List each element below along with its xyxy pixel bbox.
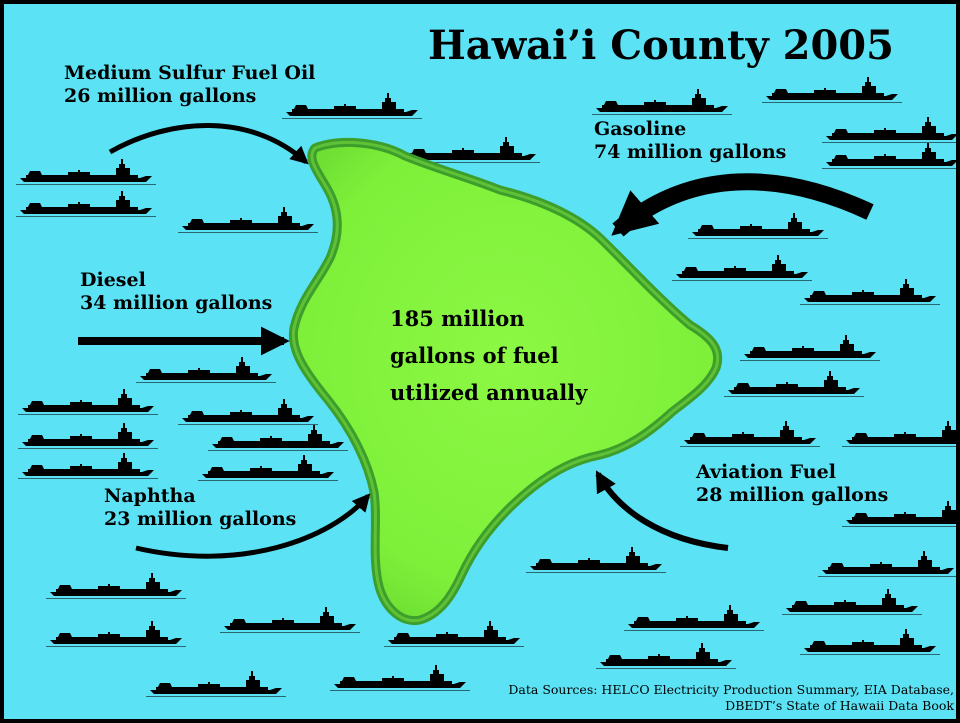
import-name: Medium Sulfur Fuel Oil: [64, 62, 316, 84]
import-name: Naphtha: [104, 485, 196, 507]
import-amount: 23 million gallons: [104, 507, 297, 530]
total-fuel-text: 185 million gallons of fuel utilized ann…: [390, 306, 587, 406]
label-naphtha: Naphtha 23 million gallons: [104, 485, 296, 531]
arrow-gasoline: [611, 173, 874, 237]
label-aviation-fuel: Aviation Fuel 28 million gallons: [696, 461, 888, 507]
import-amount: 34 million gallons: [80, 291, 273, 314]
import-name: Aviation Fuel: [696, 461, 836, 483]
import-amount: 74 million gallons: [594, 140, 787, 163]
total-line-3: utilized annually: [390, 380, 588, 406]
page-title: Hawai’i County 2005: [428, 22, 894, 69]
label-gasoline: Gasoline 74 million gallons: [594, 118, 786, 164]
import-name: Gasoline: [594, 118, 687, 140]
label-diesel: Diesel 34 million gallons: [80, 269, 272, 315]
arrow-naphtha: [135, 493, 371, 559]
import-amount: 28 million gallons: [696, 483, 889, 506]
arrow-fuel-oil: [108, 123, 309, 165]
import-arrows: [78, 123, 874, 559]
import-amount: 26 million gallons: [64, 84, 257, 107]
label-fuel-oil: Medium Sulfur Fuel Oil 26 million gallon…: [64, 62, 315, 108]
import-name: Diesel: [80, 269, 146, 291]
data-source-note: Data Sources: HELCO Electricity Producti…: [508, 682, 954, 713]
total-line-2: gallons of fuel: [390, 343, 559, 369]
source-line-2: DBEDT’s State of Hawaii Data Book: [725, 697, 954, 713]
arrow-aviation: [595, 470, 729, 551]
total-line-1: 185 million: [390, 306, 525, 331]
source-line-1: Data Sources: HELCO Electricity Producti…: [508, 682, 954, 697]
